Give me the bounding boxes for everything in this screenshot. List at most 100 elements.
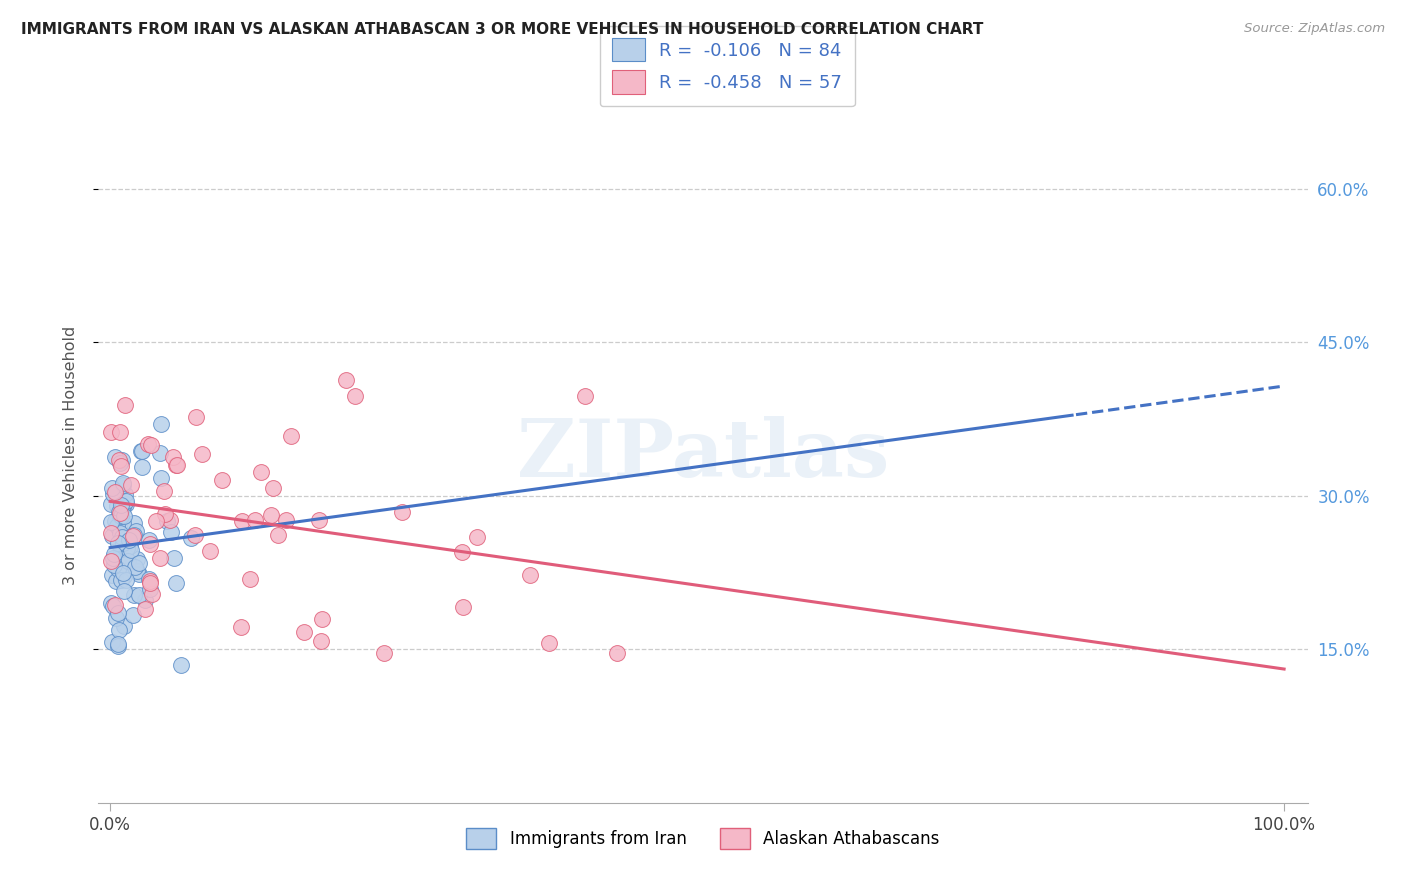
Point [606, 647, 628, 661]
Point [519, 567, 541, 582]
Point [170, 657, 193, 672]
Point [101, 481, 124, 495]
Point [125, 564, 148, 578]
Point [103, 547, 125, 561]
Point [110, 459, 132, 474]
Point [100, 596, 122, 610]
Point [231, 514, 253, 528]
Point [292, 624, 315, 639]
Point [262, 481, 284, 495]
Point [111, 475, 134, 490]
Point [373, 646, 395, 660]
Y-axis label: 3 or more Vehicles in Household: 3 or more Vehicles in Household [63, 326, 77, 584]
Point [111, 530, 134, 544]
Point [111, 500, 134, 514]
Point [118, 539, 141, 553]
Point [191, 447, 214, 461]
Point [266, 527, 288, 541]
Point [103, 551, 125, 566]
Point [110, 574, 132, 588]
Point [104, 611, 127, 625]
Point [101, 486, 124, 500]
Point [122, 529, 145, 543]
Point [115, 497, 138, 511]
Point [160, 525, 183, 540]
Point [308, 513, 330, 527]
Point [180, 531, 202, 545]
Point [105, 500, 128, 514]
Point [537, 636, 560, 650]
Text: IMMIGRANTS FROM IRAN VS ALASKAN ATHABASCAN 3 OR MORE VEHICLES IN HOUSEHOLD CORRE: IMMIGRANTS FROM IRAN VS ALASKAN ATHABASC… [21, 22, 983, 37]
Point [280, 429, 302, 443]
Point [141, 587, 163, 601]
Point [114, 487, 136, 501]
Point [200, 543, 222, 558]
Point [110, 548, 132, 562]
Point [125, 524, 148, 538]
Point [114, 398, 136, 412]
Point [124, 560, 146, 574]
Point [124, 527, 146, 541]
Point [122, 516, 145, 530]
Point [243, 513, 266, 527]
Point [108, 505, 131, 519]
Text: ZIPatlas: ZIPatlas [517, 416, 889, 494]
Point [229, 620, 252, 634]
Point [107, 535, 129, 549]
Point [101, 599, 124, 613]
Point [107, 637, 129, 651]
Point [117, 554, 139, 568]
Point [100, 635, 122, 649]
Point [112, 583, 135, 598]
Point [184, 528, 207, 542]
Point [100, 515, 122, 529]
Point [139, 576, 162, 591]
Point [104, 450, 127, 464]
Point [335, 373, 357, 387]
Point [165, 576, 187, 591]
Point [162, 550, 184, 565]
Point [451, 545, 474, 559]
Point [134, 602, 156, 616]
Point [127, 552, 149, 566]
Text: Source: ZipAtlas.com: Source: ZipAtlas.com [1244, 22, 1385, 36]
Point [574, 389, 596, 403]
Point [149, 471, 172, 485]
Point [344, 389, 367, 403]
Point [108, 623, 131, 637]
Point [101, 529, 124, 543]
Point [118, 533, 141, 548]
Point [104, 514, 127, 528]
Point [453, 599, 475, 614]
Point [120, 478, 142, 492]
Point [138, 533, 160, 548]
Point [111, 501, 134, 516]
Point [111, 478, 134, 492]
Point [107, 640, 129, 654]
Point [112, 509, 135, 524]
Point [166, 458, 188, 472]
Point [162, 450, 184, 464]
Point [112, 536, 135, 550]
Point [149, 446, 172, 460]
Point [107, 452, 129, 467]
Point [108, 509, 131, 524]
Point [108, 506, 131, 520]
Point [115, 573, 138, 587]
Point [139, 582, 162, 597]
Point [122, 588, 145, 602]
Point [112, 618, 135, 632]
Point [107, 562, 129, 576]
Point [128, 556, 150, 570]
Point [121, 608, 143, 623]
Point [309, 634, 332, 648]
Point [186, 410, 208, 425]
Point [100, 497, 122, 511]
Point [110, 509, 132, 524]
Point [100, 526, 122, 541]
Point [465, 530, 488, 544]
Point [128, 566, 150, 581]
Point [108, 425, 131, 439]
Point [105, 553, 128, 567]
Point [259, 508, 281, 523]
